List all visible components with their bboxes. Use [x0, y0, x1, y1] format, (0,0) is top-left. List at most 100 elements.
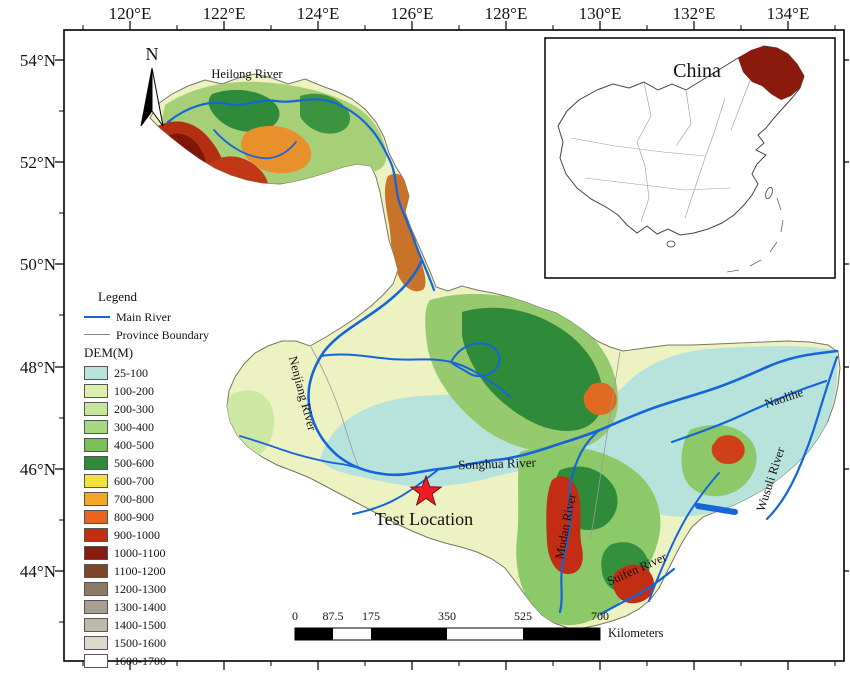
- top-axis-label: 130°E: [578, 4, 622, 23]
- scale-unit-label: Kilometers: [608, 626, 664, 640]
- legend-item-label: Province Boundary: [116, 327, 209, 342]
- legend-swatch: [84, 653, 108, 668]
- scale-tick-label: 700: [591, 609, 609, 623]
- left-axis-label: 50°N: [19, 255, 56, 274]
- legend-class-label: 1500-1600: [114, 635, 166, 650]
- legend-swatch: [84, 491, 108, 506]
- legend-class-label: 800-900: [114, 509, 154, 524]
- legend-swatch: [84, 509, 108, 524]
- river-lines: [166, 98, 839, 616]
- legend-class-label: 1300-1400: [114, 599, 166, 614]
- left-axis-label: 46°N: [19, 460, 56, 479]
- legend-class-label: 400-500: [114, 437, 154, 452]
- inset-province-lines: [570, 77, 752, 223]
- legend-dem-class: 800-900: [84, 508, 224, 525]
- legend-swatch: [84, 527, 108, 542]
- inset-china-map: [544, 37, 836, 279]
- legend-swatch: [84, 617, 108, 632]
- legend-class-label: 500-600: [114, 455, 154, 470]
- north-arrow: [140, 67, 164, 127]
- legend-class-label: 1100-1200: [114, 563, 166, 578]
- top-axis-label: 132°E: [672, 4, 716, 23]
- scale-tick-label: 350: [438, 609, 456, 623]
- river-loop-line: [450, 342, 501, 378]
- north-label: N: [145, 44, 159, 64]
- legend-dem-class: 700-800: [84, 490, 224, 507]
- legend-class-label: 700-800: [114, 491, 154, 506]
- main-river-line-sample: [84, 315, 110, 318]
- heilong-river-line: [166, 98, 436, 292]
- legend-dem-class: 1500-1600: [84, 634, 224, 651]
- wusuli-river-line: [765, 355, 839, 521]
- legend-swatch: [84, 437, 108, 452]
- inset-title: China: [673, 60, 721, 82]
- province-boundary-line-sample: [84, 334, 110, 335]
- legend-dem-class: 1400-1500: [84, 616, 224, 633]
- wide-river-segment: [695, 503, 738, 515]
- top-axis-label: 120°E: [108, 4, 152, 23]
- scale-tick-label: 175: [362, 609, 380, 623]
- legend-dem-class: 100-200: [84, 382, 224, 399]
- legend-dem-title: DEM(M): [84, 345, 134, 360]
- legend-class-label: 100-200: [114, 383, 154, 398]
- nine-dash-line: [726, 197, 784, 273]
- legend-dem-class: 200-300: [84, 400, 224, 417]
- left-axis-label: 54°N: [19, 51, 56, 70]
- legend-dem-class: 25-100: [84, 364, 224, 381]
- legend-title: Legend: [98, 289, 137, 304]
- southeast-tributary-line: [648, 472, 720, 602]
- legend-dem-class: 400-500: [84, 436, 224, 453]
- west-tributary-line: [239, 435, 363, 470]
- legend-dem-class: 500-600: [84, 454, 224, 471]
- left-axis-label: 52°N: [19, 153, 56, 172]
- axis-ticks: [55, 21, 849, 670]
- legend-dem-class: 1000-1100: [84, 544, 224, 561]
- legend-swatch: [84, 581, 108, 596]
- legend-swatch: [84, 455, 108, 470]
- legend-province-boundary: Province Boundary: [84, 326, 224, 343]
- top-axis-label: 128°E: [484, 4, 528, 23]
- legend-swatch: [84, 365, 108, 380]
- legend-dem-class: 1200-1300: [84, 580, 224, 597]
- legend-dem-class: 1600-1700: [84, 652, 224, 669]
- china-outline: [557, 45, 805, 236]
- top-axis-label: 122°E: [202, 4, 246, 23]
- legend-swatch: [84, 401, 108, 416]
- legend-dem-class: 1300-1400: [84, 598, 224, 615]
- scale-tick-label: 0: [292, 609, 298, 623]
- hainan-island: [666, 240, 676, 248]
- study-area-highlight: [738, 46, 804, 100]
- legend-class-label: 900-1000: [114, 527, 160, 542]
- legend-swatch: [84, 473, 108, 488]
- legend-dem-class: 300-400: [84, 418, 224, 435]
- legend-swatch: [84, 545, 108, 560]
- test-location-label: Test Location: [374, 509, 474, 529]
- left-axis-label: 48°N: [19, 358, 56, 377]
- legend-item-label: Main River: [116, 309, 171, 324]
- naolihe-river-line: [670, 379, 828, 444]
- legend-class-label: 1000-1100: [114, 545, 166, 560]
- suifen-river-line: [599, 567, 676, 616]
- legend-swatch: [84, 419, 108, 434]
- legend-class-label: 25-100: [114, 365, 148, 380]
- scale-tick-label: 525: [514, 609, 532, 623]
- legend: Legend Main River Province Boundary DEM(…: [84, 289, 224, 670]
- mudan-river-line: [558, 426, 606, 614]
- legend-swatch: [84, 635, 108, 650]
- legend-class-label: 1200-1300: [114, 581, 166, 596]
- legend-class-label: 1600-1700: [114, 653, 166, 668]
- legend-swatch: [84, 563, 108, 578]
- legend-main-river: Main River: [84, 308, 224, 325]
- legend-swatch: [84, 383, 108, 398]
- province-boundary-lines: [310, 346, 621, 541]
- legend-dem-class: 1100-1200: [84, 562, 224, 579]
- legend-dem-class: 900-1000: [84, 526, 224, 543]
- legend-class-label: 200-300: [114, 401, 154, 416]
- heilong-tributary-line: [213, 129, 297, 160]
- legend-dem-class: 600-700: [84, 472, 224, 489]
- legend-class-label: 1400-1500: [114, 617, 166, 632]
- river-label-heilong: Heilong River: [211, 67, 283, 81]
- dem-basin: [149, 73, 841, 629]
